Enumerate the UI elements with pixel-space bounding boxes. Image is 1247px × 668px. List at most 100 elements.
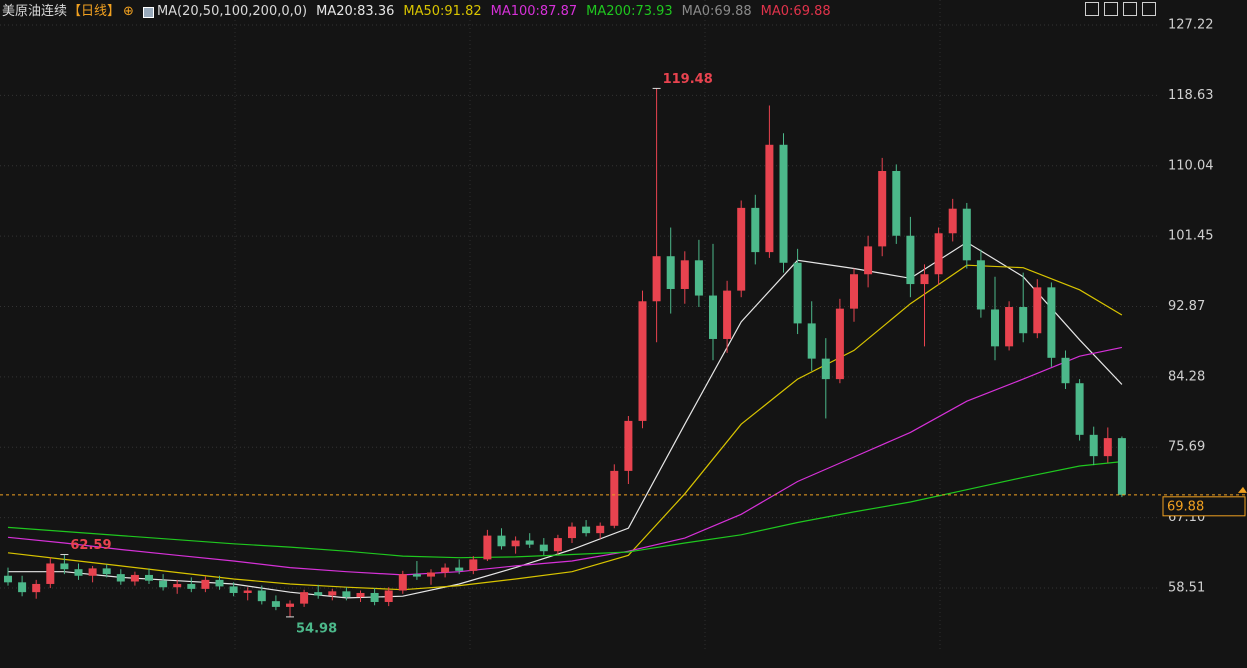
candle-body	[1033, 287, 1042, 334]
tool-button[interactable]	[1123, 2, 1137, 16]
y-tick-label: 92.87	[1168, 299, 1205, 314]
candle-body	[215, 579, 224, 587]
candle-body	[765, 144, 774, 253]
period[interactable]: 【日线】	[68, 4, 121, 19]
candle-body	[4, 575, 12, 583]
candle-body	[1075, 383, 1084, 435]
y-tick-label: 58.51	[1168, 580, 1205, 595]
candle-body	[666, 256, 675, 289]
candle-body	[821, 358, 830, 380]
candle-body	[88, 568, 97, 576]
candle-body	[525, 540, 534, 545]
candle-body	[737, 207, 746, 291]
candle-body	[159, 580, 168, 588]
candle-body	[356, 592, 365, 598]
last-price-label: 69.88	[1167, 499, 1204, 514]
ma-line	[8, 241, 1123, 599]
last-price-box	[1162, 496, 1246, 517]
candle-body	[116, 574, 125, 582]
candle-body	[920, 274, 929, 285]
candle-body	[610, 470, 619, 526]
candle-body	[878, 171, 887, 247]
candle-body	[441, 567, 450, 573]
y-tick-label: 101.45	[1168, 229, 1214, 244]
tool-button[interactable]	[1142, 2, 1156, 16]
legend-entry: MA200:73.93	[586, 4, 673, 19]
candle-body	[962, 208, 971, 261]
add-icon[interactable]: ⊕	[123, 4, 134, 19]
candle-body	[652, 256, 661, 302]
legend-entry: MA100:87.87	[490, 4, 578, 19]
candle-body	[835, 308, 844, 380]
candle-body	[398, 574, 407, 591]
candle-body	[892, 171, 901, 236]
candle-body	[46, 563, 55, 584]
candle-body	[60, 563, 69, 570]
candle-body	[723, 290, 732, 339]
candle-body	[18, 582, 27, 593]
candle-body	[1061, 357, 1070, 384]
candle-body	[173, 583, 182, 588]
annotation-label: 119.48	[663, 72, 713, 87]
y-tick-label: 118.63	[1168, 88, 1214, 103]
candle-body	[427, 572, 435, 577]
candle-body	[638, 301, 647, 421]
candle-body	[596, 525, 605, 534]
annotation-label: 54.98	[296, 621, 337, 636]
candle-body	[1089, 434, 1098, 457]
ma-line	[7, 461, 1122, 559]
ma-line	[7, 346, 1123, 576]
candle-body	[751, 207, 760, 253]
candle-body	[130, 574, 139, 582]
candle-body	[229, 586, 238, 593]
legend-entry: MA20:83.36	[316, 4, 395, 19]
candle-body	[709, 295, 717, 339]
candle-body	[793, 262, 802, 324]
candle-body	[314, 592, 323, 596]
candle-body	[680, 260, 689, 289]
candle-body	[906, 235, 915, 285]
candle-body	[32, 583, 41, 593]
candle-body	[807, 323, 816, 359]
candle-body	[511, 540, 520, 547]
y-tick-label: 110.04	[1168, 158, 1214, 173]
candle-body	[201, 579, 210, 589]
candle-body	[850, 274, 858, 309]
candle-body	[342, 591, 351, 598]
tool-button[interactable]	[1085, 2, 1099, 16]
candle-body	[1117, 438, 1126, 495]
candle-body	[624, 420, 633, 471]
candle-body	[271, 601, 280, 607]
ma-params[interactable]: MA(20,50,100,200,0,0)	[156, 4, 308, 19]
last-price-arrow	[1238, 486, 1247, 493]
candle-body	[102, 568, 111, 575]
candle-body	[568, 526, 576, 539]
candle-body	[243, 590, 252, 593]
candle-body	[539, 544, 548, 552]
candle-body	[976, 260, 985, 310]
candle-body	[455, 567, 464, 571]
candle-body	[384, 590, 393, 602]
candle-body	[948, 208, 957, 234]
candle-body	[1005, 307, 1014, 347]
instrument-title: 美原油连续	[2, 4, 68, 19]
indicator-icon[interactable]	[142, 6, 154, 18]
legend-entry: MA50:91.82	[403, 4, 482, 19]
y-tick-label: 84.28	[1168, 369, 1205, 384]
y-tick-label: 75.69	[1168, 440, 1205, 455]
candle-body	[145, 574, 153, 581]
candle-body	[779, 144, 788, 263]
legend: 美原油连续 【日线】 ⊕ MA(20,50,100,200,0,0) MA20:…	[2, 2, 831, 22]
candle-body	[257, 590, 266, 602]
candle-body	[553, 538, 562, 552]
candle-body	[991, 309, 999, 347]
tool-button[interactable]	[1104, 2, 1118, 16]
candle-body	[934, 233, 943, 275]
candle-body	[1019, 307, 1028, 334]
legend-entry: MA0:69.88	[681, 4, 752, 19]
candle-body	[694, 260, 703, 296]
candle-body	[300, 592, 309, 604]
candle-body	[864, 246, 873, 275]
